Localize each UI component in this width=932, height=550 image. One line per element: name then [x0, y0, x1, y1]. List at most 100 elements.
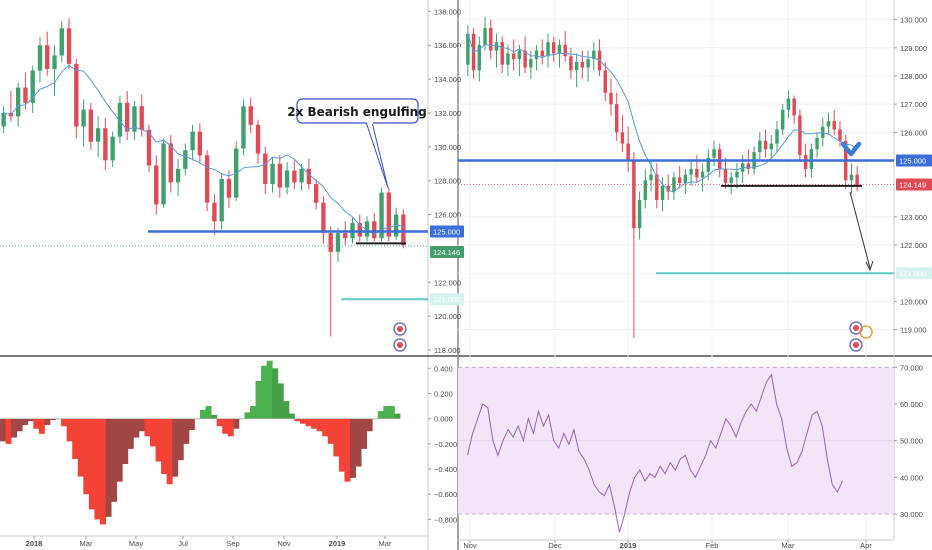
projection-arrow-head-icon: [865, 260, 874, 272]
down-arrow-icon: [840, 141, 862, 157]
right-candle-body: [592, 50, 596, 60]
right-candle-body: [666, 185, 670, 192]
left-x-tick-label: Nov: [277, 539, 291, 548]
right-candle-body: [672, 177, 676, 192]
rsi-y-tick-label: 50.000: [900, 437, 923, 446]
right-candle-body: [763, 140, 768, 150]
left-candle-body: [1, 112, 6, 127]
oscillator-bar: [44, 418, 51, 425]
right-candle-body: [620, 132, 625, 144]
right-candle-body: [718, 149, 722, 169]
right-earnings-marker-icon: [859, 325, 873, 339]
left-candle-body: [110, 136, 115, 161]
oscillator-bar: [261, 365, 268, 419]
right-candle-body: [712, 149, 716, 158]
oscillator-bar: [266, 360, 273, 419]
oscillator-bar: [377, 411, 384, 419]
oscillator-bar: [227, 418, 234, 437]
left-support-tag: 125.000: [433, 227, 460, 236]
right-support-tag-bg: [896, 154, 932, 167]
left-candle-body: [154, 165, 159, 205]
0-y-tick-label: 134.000: [434, 75, 461, 84]
oscillator-bar: [272, 368, 279, 419]
right-candle-body: [803, 154, 808, 169]
left-candle-body: [219, 179, 224, 222]
oscillator-bar: [133, 418, 140, 438]
oscillator-bar: [50, 418, 56, 420]
left-candle-body: [248, 106, 253, 125]
right-x-tick-label: Nov: [463, 541, 477, 550]
left-candle-body: [168, 143, 173, 183]
1-y-tick-label: 0.000: [434, 415, 453, 424]
right-candle-body: [723, 168, 728, 184]
oscillator-bar: [238, 418, 245, 420]
0-y-tick-label: 126.000: [434, 211, 461, 220]
left-x-tick-label: Jul: [178, 539, 188, 548]
left-candle-body: [45, 45, 50, 69]
left-candle-body: [212, 202, 217, 222]
oscillator-bar: [27, 418, 34, 422]
2-y-tick-label: 119.000: [900, 326, 927, 335]
left-candle-body: [190, 131, 195, 151]
oscillator-bar: [11, 418, 18, 438]
right-event-marker-top: [849, 321, 863, 335]
0-y-tick-label: 132.000: [434, 109, 461, 118]
oscillator-bar: [150, 418, 156, 447]
0-y-tick-label: 128.000: [434, 177, 461, 186]
oscillator-bar: [5, 418, 12, 444]
oscillator-bar: [283, 401, 290, 419]
oscillator-bar: [366, 418, 373, 432]
left-candle-body: [23, 87, 28, 103]
oscillator-bar: [244, 412, 251, 419]
annotation-callout-box: [296, 98, 419, 124]
right-x-tick-label: Feb: [706, 541, 719, 550]
2-y-tick-label: 128.000: [900, 72, 927, 81]
oscillator-bar: [255, 380, 262, 419]
right-candle-body: [483, 28, 487, 45]
oscillator-bar: [277, 383, 284, 419]
right-candle-body: [775, 129, 779, 144]
oscillator-bar: [216, 418, 223, 427]
left-candle-body: [241, 106, 246, 149]
left-candle-body: [95, 128, 101, 142]
oscillator-bar: [155, 418, 162, 462]
right-candle-body: [529, 59, 533, 68]
right-candle-body: [557, 44, 562, 54]
right-candle-body: [838, 129, 842, 141]
left-candle-body: [263, 153, 268, 185]
oscillator-bar: [38, 418, 45, 434]
right-candle-body: [643, 180, 648, 200]
rsi-y-tick-label: 60.000: [900, 400, 923, 409]
oscillator-bar: [205, 406, 212, 419]
oscillator-bar: [55, 418, 62, 420]
right-candle-body: [552, 42, 556, 54]
oscillator-bar: [100, 418, 106, 525]
right-candle-body: [695, 168, 699, 178]
right-current-price-tag-bg: [896, 178, 932, 191]
right-candle-body: [781, 109, 785, 130]
right-candle-body: [729, 177, 733, 184]
left-candle-body: [125, 102, 130, 132]
right-target-tag-bg: [896, 267, 932, 280]
projection-arrow-line: [849, 191, 871, 269]
oscillator-bar: [327, 418, 334, 444]
oscillator-bar: [183, 418, 190, 444]
left-candle-body: [306, 168, 312, 185]
left-target-tag-bg: [430, 293, 464, 306]
oscillator-bar: [88, 418, 95, 510]
annotation-callout-pointer: [365, 121, 389, 189]
right-event-marker-bottom-dot: [853, 342, 859, 348]
2-y-tick-label: 123.000: [900, 213, 927, 222]
left-candle-body: [364, 221, 370, 237]
oscillator-bar: [138, 418, 145, 432]
oscillator-bar: [344, 418, 351, 482]
oscillator-bar: [166, 418, 173, 485]
left-candle-body: [299, 168, 304, 183]
left-event-marker-top-dot: [397, 326, 403, 332]
oscillator-bar: [77, 418, 84, 477]
oscillator-bar: [0, 418, 6, 442]
left-candle-body: [66, 28, 72, 64]
oscillator-bar: [161, 418, 168, 475]
oscillator-bar: [288, 413, 295, 419]
right-x-tick-label: 2019: [620, 541, 637, 550]
